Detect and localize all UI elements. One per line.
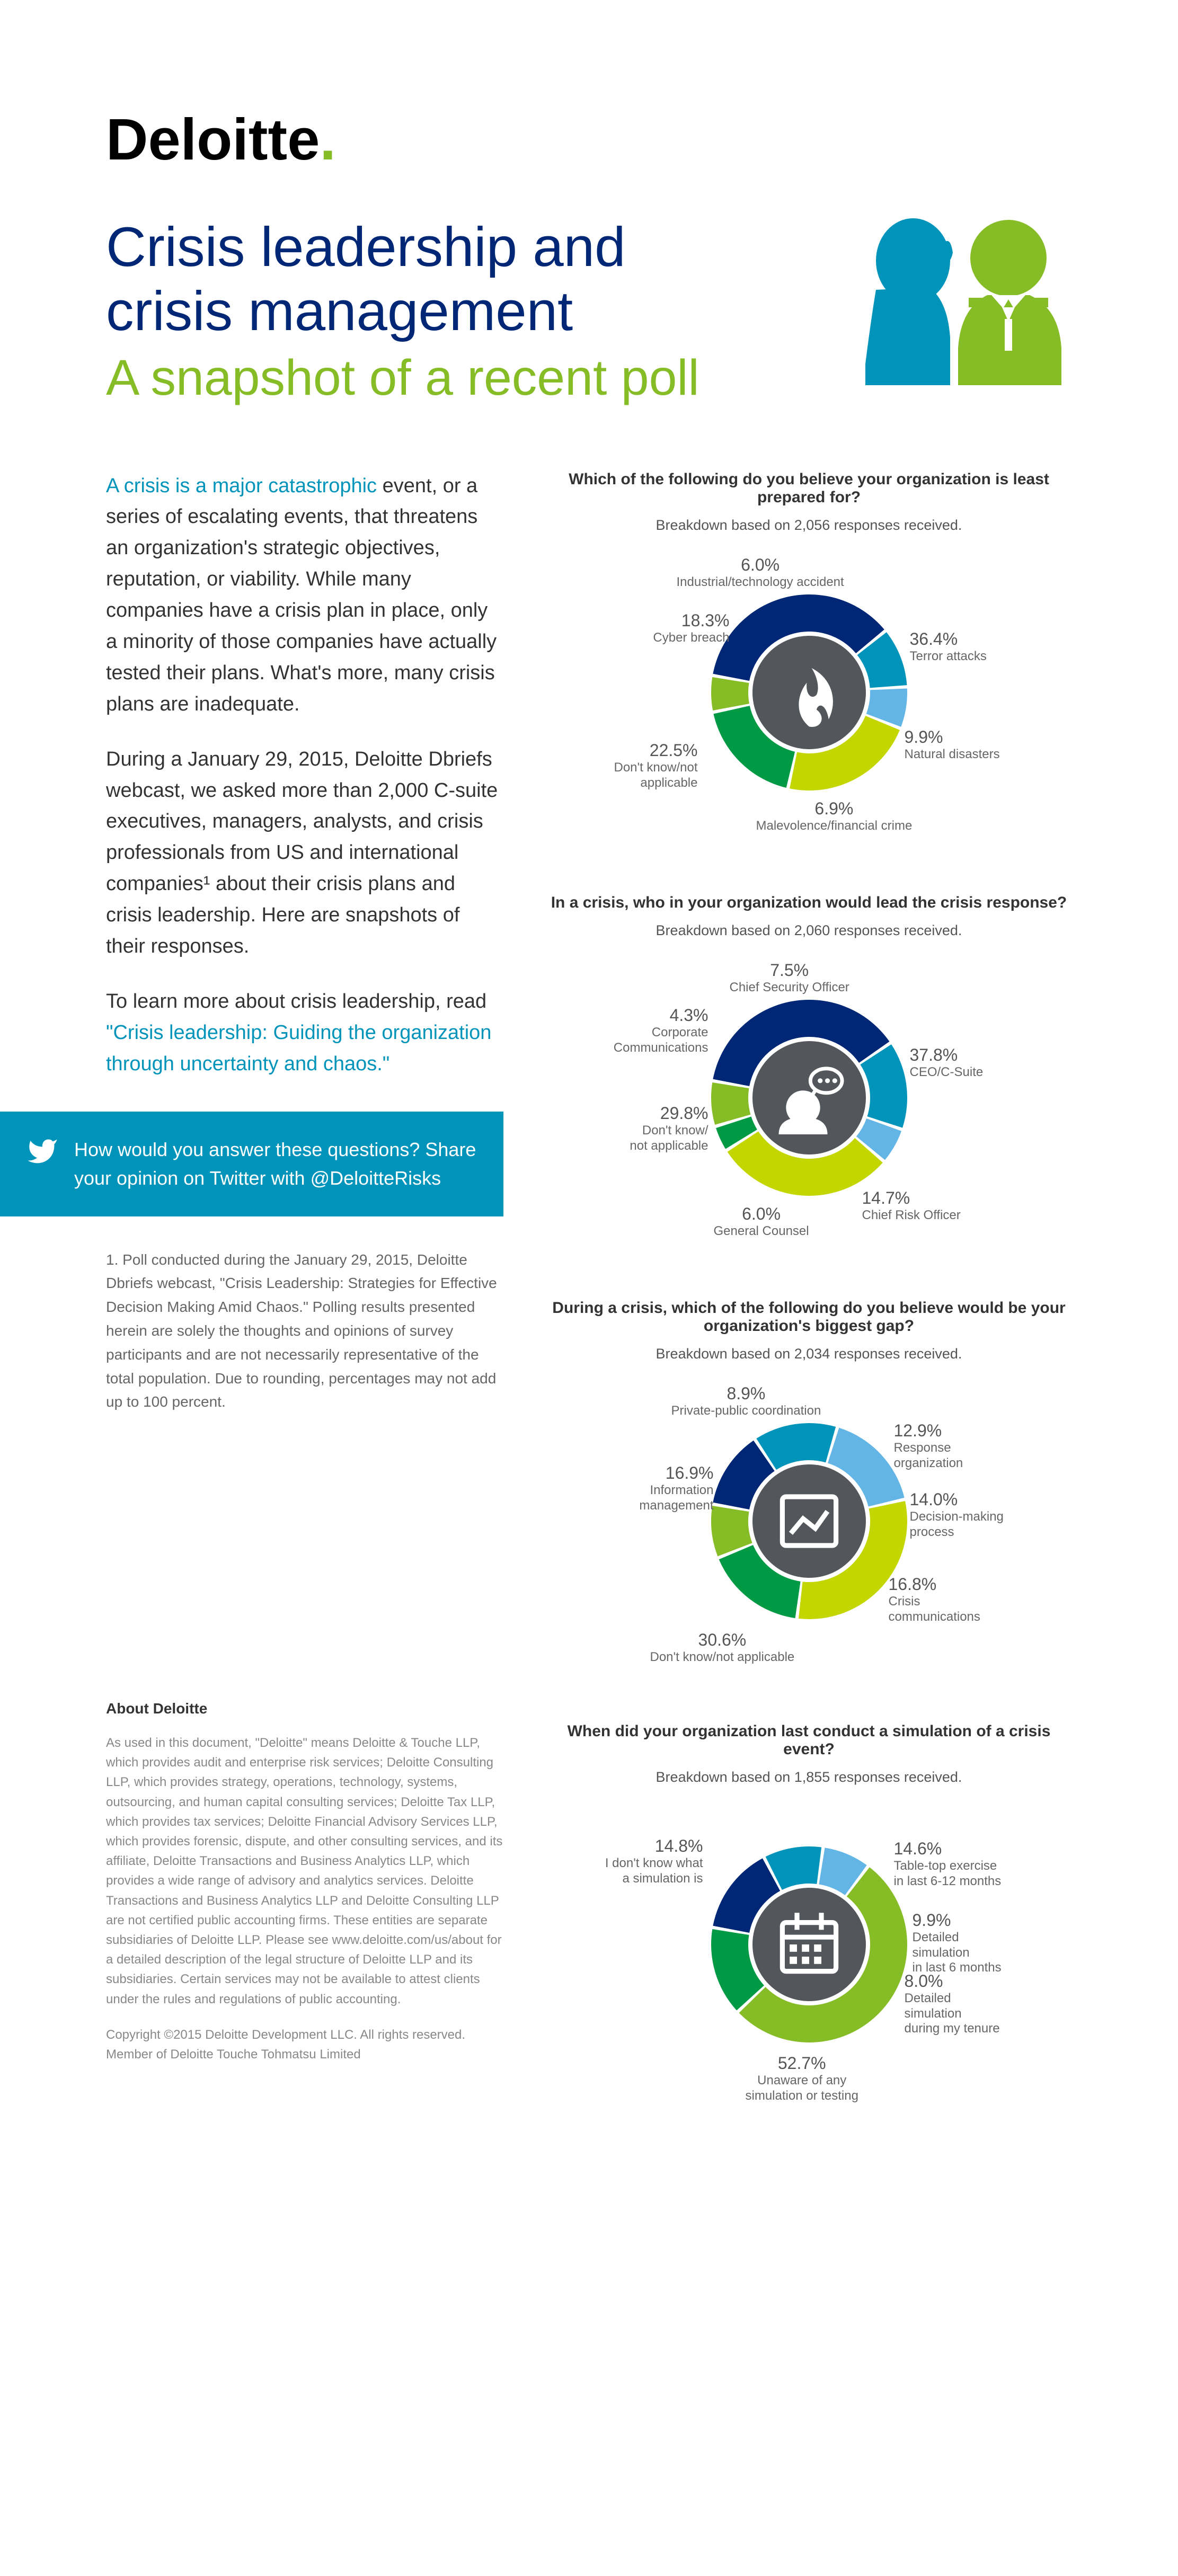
page-subtitle: A snapshot of a recent poll (106, 349, 823, 407)
slice-label: 14.8%I don't know whata simulation is (581, 1836, 703, 1887)
about-body: As used in this document, "Deloitte" mea… (106, 1733, 503, 2009)
slice-label: 18.3%Cyber breach (608, 610, 730, 646)
slice-label: 30.6%Don't know/not applicable (650, 1630, 795, 1665)
slice-label: 6.0%Industrial/technology accident (677, 555, 844, 590)
page-title: Crisis leadership andcrisis management (106, 216, 823, 344)
crisis-leadership-link[interactable]: "Crisis leadership: Guiding the organiza… (106, 1021, 491, 1075)
about-heading: About Deloitte (106, 1700, 503, 1717)
intro-para-2: During a January 29, 2015, Deloitte Dbri… (106, 744, 503, 962)
slice-label: 7.5%Chief Security Officer (730, 960, 849, 996)
slice-label: 9.9%Natural disasters (905, 727, 1000, 762)
twitter-callout[interactable]: How would you answer these questions? Sh… (0, 1112, 503, 1216)
brand-logo: Deloitte. (106, 106, 1072, 173)
slice-label: 36.4%Terror attacks (910, 629, 987, 664)
slice-label: 14.7%Chief Risk Officer (862, 1188, 961, 1223)
chart-subtitle: Breakdown based on 2,060 responses recei… (546, 922, 1072, 939)
intro-para-1: A crisis is a major catastrophic event, … (106, 470, 503, 720)
chart-subtitle: Breakdown based on 2,034 responses recei… (546, 1346, 1072, 1362)
header: Crisis leadership andcrisis management A… (106, 216, 1072, 407)
donut-chart (698, 581, 920, 804)
donut-wrap: 36.4%Terror attacks 9.9%Natural disasters… (608, 549, 1011, 836)
left-column: A crisis is a major catastrophic event, … (106, 470, 503, 2146)
slice-label: 6.0%General Counsel (714, 1204, 809, 1239)
donut-wrap: 14.6%Table-top exercisein last 6-12 mont… (608, 1801, 1011, 2088)
slice-label: 12.9%Response organization (894, 1420, 1011, 1471)
slice-label: 22.5%Don't know/not applicable (576, 740, 698, 791)
slice-label: 37.8%CEO/C-Suite (910, 1045, 984, 1080)
slice-label: 8.9%Private-public coordination (671, 1383, 821, 1419)
slice-label: 14.0%Decision-making process (910, 1489, 1011, 1540)
charts-column: Which of the following do you believe yo… (546, 470, 1072, 2146)
slice-label: 9.9%Detailed simulationin last 6 months (913, 1910, 1011, 1976)
donut-chart (698, 1833, 920, 2056)
slice-label: 16.8%Crisis communications (889, 1574, 1011, 1625)
chart-0: Which of the following do you believe yo… (546, 470, 1072, 836)
donut-wrap: 37.8%CEO/C-Suite 14.7%Chief Risk Officer 6… (608, 955, 1011, 1241)
people-icon (844, 216, 1072, 385)
chart-title: In a crisis, who in your organization wo… (546, 894, 1072, 912)
chart-subtitle: Breakdown based on 2,056 responses recei… (546, 517, 1072, 534)
donut-wrap: 12.9%Response organization 14.0%Decision-… (608, 1378, 1011, 1664)
donut-slice (711, 1082, 750, 1125)
slice-label: 14.6%Table-top exercisein last 6-12 mont… (894, 1838, 1002, 1889)
chart-title: When did your organization last conduct … (546, 1722, 1072, 1758)
slice-label: 8.0%Detailed simulationduring my tenure (905, 1971, 1011, 2037)
chart-2: During a crisis, which of the following … (546, 1299, 1072, 1664)
slice-label: 52.7%Unaware of anysimulation or testing (746, 2053, 858, 2104)
chart-3: When did your organization last conduct … (546, 1722, 1072, 2088)
donut-chart (698, 1410, 920, 1632)
intro-para-3: To learn more about crisis leadership, r… (106, 986, 503, 1080)
slice-label: 16.9%Informationmanagement (592, 1463, 714, 1514)
slice-label: 6.9%Malevolence/financial crime (756, 798, 913, 834)
donut-slice (711, 677, 749, 710)
chart-title: Which of the following do you believe yo… (546, 470, 1072, 507)
twitter-text: How would you answer these questions? Sh… (74, 1135, 477, 1193)
chart-title: During a crisis, which of the following … (546, 1299, 1072, 1335)
chart-subtitle: Breakdown based on 1,855 responses recei… (546, 1769, 1072, 1786)
slice-label: 4.3%CorporateCommunications (587, 1005, 708, 1056)
twitter-icon (26, 1135, 58, 1167)
copyright: Copyright ©2015 Deloitte Development LLC… (106, 2025, 503, 2064)
footnote: 1. Poll conducted during the January 29,… (106, 1248, 503, 1415)
donut-chart (698, 987, 920, 1209)
slice-label: 29.8%Don't know/not applicable (587, 1103, 708, 1154)
chart-1: In a crisis, who in your organization wo… (546, 894, 1072, 1241)
